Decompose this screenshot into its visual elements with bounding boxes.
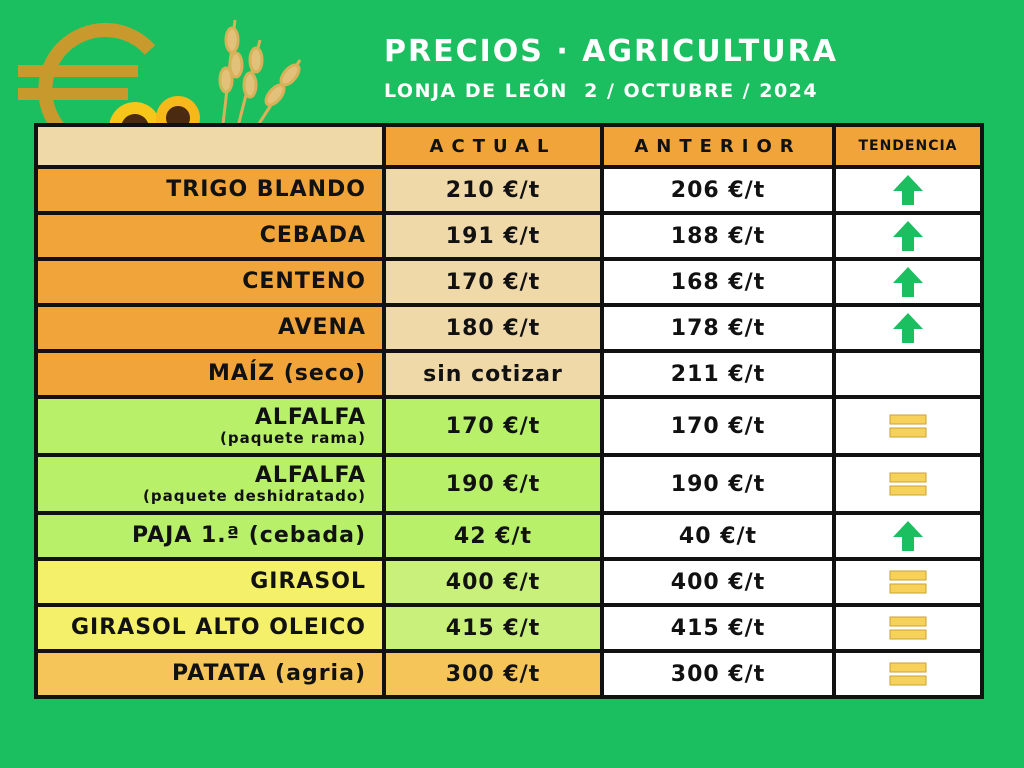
table-row: ALFALFA (paquete rama) 170 €/t 170 €/t: [34, 395, 984, 457]
actual-price: 300 €/t: [382, 649, 604, 699]
product-name: MAÍZ (seco): [208, 361, 366, 386]
table-row: PAJA 1.ª (cebada) 42 €/t 40 €/t: [34, 511, 984, 561]
anterior-price: 188 €/t: [600, 211, 836, 261]
header-blank-cell: [34, 123, 386, 169]
product-name: CEBADA: [259, 223, 366, 248]
anterior-price: 206 €/t: [600, 165, 836, 215]
prices-table: ACTUAL ANTERIOR TENDENCIA TRIGO BLANDO 21…: [34, 123, 984, 699]
product-name: TRIGO BLANDO: [166, 177, 366, 202]
product-subtitle: (paquete rama): [220, 429, 366, 447]
product-name-cell: ALFALFA (paquete rama): [34, 395, 386, 457]
actual-price: 190 €/t: [382, 453, 604, 515]
product-name-cell: PAJA 1.ª (cebada): [34, 511, 386, 561]
table-row: PATATA (agria) 300 €/t 300 €/t: [34, 649, 984, 699]
column-header-tendencia: TENDENCIA: [832, 123, 984, 169]
actual-price: 210 €/t: [382, 165, 604, 215]
anterior-price: 190 €/t: [600, 453, 836, 515]
trend-cell: [832, 303, 984, 353]
equal-icon: [889, 414, 927, 438]
product-name-cell: GIRASOL ALTO OLEICO: [34, 603, 386, 653]
trend-cell: [832, 211, 984, 261]
table-row: CENTENO 170 €/t 168 €/t: [34, 257, 984, 307]
product-name: ALFALFA: [254, 463, 366, 488]
up-arrow-icon: [893, 267, 923, 297]
actual-price: 415 €/t: [382, 603, 604, 653]
product-name-cell: ALFALFA (paquete deshidratado): [34, 453, 386, 515]
anterior-price: 170 €/t: [600, 395, 836, 457]
table-row: AVENA 180 €/t 178 €/t: [34, 303, 984, 353]
product-name: GIRASOL: [250, 569, 366, 594]
column-header-anterior: ANTERIOR: [600, 123, 836, 169]
product-name: CENTENO: [242, 269, 366, 294]
page-title: PRECIOS · AGRICULTURA: [384, 34, 838, 69]
up-arrow-icon: [893, 313, 923, 343]
equal-icon: [889, 662, 927, 686]
anterior-price: 40 €/t: [600, 511, 836, 561]
up-arrow-icon: [893, 175, 923, 205]
equal-icon: [889, 616, 927, 640]
product-name-cell: TRIGO BLANDO: [34, 165, 386, 215]
actual-price: 400 €/t: [382, 557, 604, 607]
up-arrow-icon: [893, 521, 923, 551]
actual-price: 180 €/t: [382, 303, 604, 353]
trend-cell: [832, 453, 984, 515]
product-name-cell: CEBADA: [34, 211, 386, 261]
product-subtitle: (paquete deshidratado): [143, 487, 366, 505]
product-name: ALFALFA: [254, 405, 366, 430]
actual-price: 191 €/t: [382, 211, 604, 261]
equal-icon: [889, 570, 927, 594]
trend-cell: [832, 603, 984, 653]
table-row: GIRASOL 400 €/t 400 €/t: [34, 557, 984, 607]
trend-cell: [832, 165, 984, 215]
table-row: TRIGO BLANDO 210 €/t 206 €/t: [34, 165, 984, 215]
trend-cell: [832, 649, 984, 699]
product-name-cell: AVENA: [34, 303, 386, 353]
actual-price: 42 €/t: [382, 511, 604, 561]
anterior-price: 300 €/t: [600, 649, 836, 699]
anterior-price: 178 €/t: [600, 303, 836, 353]
trend-cell: [832, 257, 984, 307]
product-name-cell: MAÍZ (seco): [34, 349, 386, 399]
table-row: GIRASOL ALTO OLEICO 415 €/t 415 €/t: [34, 603, 984, 653]
anterior-price: 415 €/t: [600, 603, 836, 653]
actual-price: 170 €/t: [382, 257, 604, 307]
trend-cell: [832, 395, 984, 457]
actual-price: sin cotizar: [382, 349, 604, 399]
trend-cell: [832, 511, 984, 561]
table-header-row: ACTUAL ANTERIOR TENDENCIA: [34, 123, 984, 169]
page-subtitle: LONJA DE LEÓN 2 / OCTUBRE / 2024: [384, 80, 819, 102]
product-name: PAJA 1.ª (cebada): [132, 523, 366, 548]
anterior-price: 400 €/t: [600, 557, 836, 607]
trend-cell: [832, 557, 984, 607]
actual-price: 170 €/t: [382, 395, 604, 457]
anterior-price: 168 €/t: [600, 257, 836, 307]
product-name-cell: CENTENO: [34, 257, 386, 307]
table-row: ALFALFA (paquete deshidratado) 190 €/t 190 …: [34, 453, 984, 515]
anterior-price: 211 €/t: [600, 349, 836, 399]
product-name: AVENA: [277, 315, 366, 340]
equal-icon: [889, 472, 927, 496]
column-header-actual: ACTUAL: [382, 123, 604, 169]
table-row: CEBADA 191 €/t 188 €/t: [34, 211, 984, 261]
trend-cell: [832, 349, 984, 399]
up-arrow-icon: [893, 221, 923, 251]
product-name: GIRASOL ALTO OLEICO: [71, 615, 366, 640]
product-name-cell: GIRASOL: [34, 557, 386, 607]
product-name-cell: PATATA (agria): [34, 649, 386, 699]
product-name: PATATA (agria): [172, 661, 366, 686]
table-row: MAÍZ (seco) sin cotizar 211 €/t: [34, 349, 984, 399]
